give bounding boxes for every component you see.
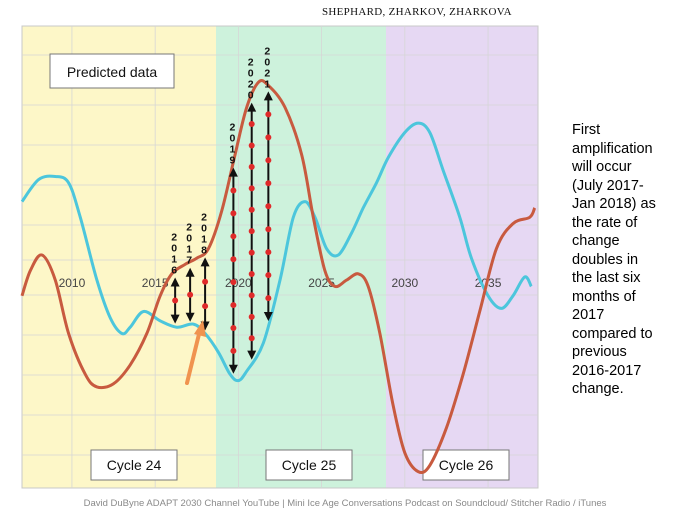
marker-dot [265,134,272,141]
solar-cycle-chart: Cycle 24 Cycle 25 Cycle 26 Predicted dat… [20,25,539,489]
marker-dot [248,335,255,342]
marker-dot [265,295,272,302]
arrowhead-up [170,277,180,287]
marker-dot [265,157,272,164]
marker-dot [248,228,255,235]
x-tick-label-2010: 2010 [59,276,86,290]
cycle-24-label: Cycle 24 [107,457,162,473]
arrowhead-down [185,312,195,322]
arrowhead-down [170,314,180,324]
band-cycle-26 [386,26,538,488]
predicted-data-label: Predicted data [67,64,157,80]
x-tick-label-2030: 2030 [391,276,418,290]
cycle-25-box: Cycle 25 [265,449,353,481]
side-note-line: change. [572,381,624,397]
predicted-data-box: Predicted data [49,53,175,89]
marker-dot [187,291,194,298]
marker-dot [230,279,237,286]
authors-header: SHEPHARD, ZHARKOV, ZHARKOVA [322,6,512,18]
side-note-line: 2016-2017 [572,362,642,379]
arrowhead-down [263,312,273,322]
band-cycle-24 [22,26,216,488]
x-tick-label-2015: 2015 [142,276,169,290]
side-note-line: the last six [572,270,641,286]
marker-dot [230,302,237,309]
side-note-line: will occur [572,159,632,175]
marker-dot [248,185,255,192]
marker-dot [248,270,255,277]
side-note-line: compared to [572,325,653,342]
arrowhead-down [228,364,238,374]
cycle-26-label: Cycle 26 [439,457,494,473]
marker-dot [202,278,209,285]
marker-dot [248,142,255,149]
orange-arrow [185,320,206,385]
arrowhead-up [247,102,257,112]
marker-dot [265,203,272,210]
side-note: First amplification will occur (July 2017- J… [572,121,672,399]
marker-dot [248,206,255,213]
side-note-line: doubles in [572,251,639,268]
footer-credit: David DuByne ADAPT 2030 Channel YouTube … [83,498,607,509]
marker-dot [248,313,255,320]
arrowhead-up [263,91,273,101]
marker-dot [230,256,237,263]
marker-dot [230,210,237,217]
side-note-line: First [572,122,601,138]
marker-dot [265,272,272,279]
marker-dot [172,297,179,304]
marker-dot [265,249,272,256]
marker-dot [248,163,255,170]
marker-dot [230,233,237,240]
marker-dot [265,226,272,233]
arrowhead-up [200,257,210,267]
arrowhead-up [185,267,195,277]
arrowhead-down [247,350,257,360]
marker-dot [248,249,255,256]
marker-dot [248,121,255,128]
marker-dot [248,292,255,299]
side-note-line: previous [572,344,627,360]
side-note-line: Jan 2018) as [572,196,656,212]
marker-dot [230,187,237,194]
cycle-25-label: Cycle 25 [282,457,337,473]
side-note-line: months of [572,288,636,305]
series-line-2 [20,79,537,475]
side-note-line: 2017 [572,307,605,323]
side-note-line: amplification [572,140,653,157]
plot-frame [21,25,539,489]
marker-dot [265,111,272,118]
arrowhead-up [228,167,238,177]
side-note-line: change [572,233,620,249]
marker-dot [202,303,209,310]
series-line-1 [20,121,533,383]
marker-dot [230,324,237,331]
marker-dot [265,180,272,187]
x-tick-label-2020: 2020 [225,276,252,290]
band-cycle-25 [216,26,386,488]
grid-lines [22,26,538,488]
marker-dot [230,347,237,354]
cycle-26-box: Cycle 26 [422,449,510,481]
side-note-line: (July 2017- [572,177,644,194]
cycle-24-box: Cycle 24 [90,449,178,481]
side-note-line: the rate of [572,214,638,231]
